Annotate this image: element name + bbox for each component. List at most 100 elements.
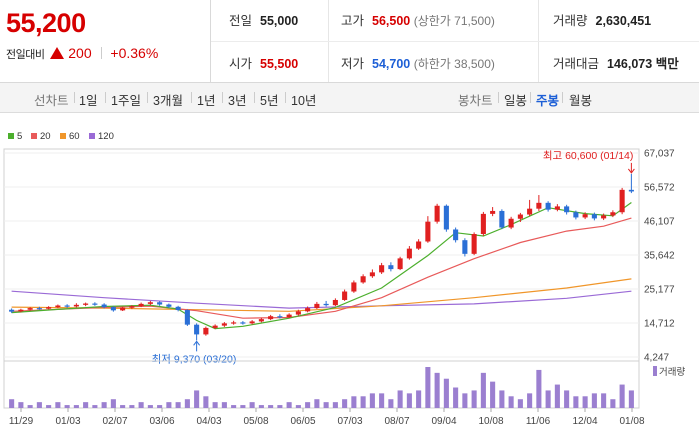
- quote-summary: 55,200 전일대비 200 +0.36% 전일 55,000 고가 56,500…: [0, 0, 699, 83]
- price-y-axis: 67,037 56,572 46,107 35,642 25,177 14,712 4,24…: [644, 149, 675, 364]
- candle-weekly[interactable]: 주봉: [536, 94, 560, 108]
- volume-bar: [147, 405, 153, 408]
- volume-bar: [360, 396, 366, 408]
- volume-bar: [388, 399, 394, 408]
- candle-body: [573, 212, 579, 218]
- legend-swatch-60: [60, 133, 66, 139]
- period-1d[interactable]: 1일: [79, 94, 98, 108]
- candle-daily[interactable]: 일봉: [504, 94, 528, 108]
- candle-body: [416, 241, 422, 249]
- volume-bar: [351, 396, 357, 408]
- candle-body: [27, 308, 33, 310]
- candle-body: [379, 265, 385, 273]
- candle-body: [258, 319, 264, 322]
- volume-label: 거래량: [553, 14, 588, 28]
- y-tick-label: 46,107: [644, 217, 675, 228]
- candle-body: [55, 305, 61, 308]
- candle-body: [342, 291, 348, 300]
- candle-body: [443, 205, 449, 230]
- volume-bar: [490, 381, 496, 408]
- stock-chart: 5 20 60 120 67,037 56,572 46,107 35,642 25,177 1…: [0, 113, 699, 430]
- candle-body: [628, 189, 634, 192]
- volume-bar: [240, 405, 246, 408]
- legend-label-120: 120: [98, 131, 114, 142]
- period-10y[interactable]: 10년: [291, 94, 317, 108]
- divider: [562, 92, 563, 103]
- y-tick-label: 4,247: [644, 353, 669, 364]
- volume-bar: [305, 402, 311, 408]
- chart-toolbar: 선차트 1일 1주일 3개월 1년 3년 5년 10년 봉차트 일봉 주봉 월봉: [0, 83, 699, 113]
- period-1w[interactable]: 1주일: [111, 94, 141, 108]
- up-triangle-icon: [50, 47, 65, 59]
- volume-bar: [46, 405, 52, 408]
- candle-body: [295, 311, 301, 315]
- volume-bar: [175, 402, 181, 408]
- volume-bar: [591, 393, 597, 408]
- volume-bar: [203, 396, 209, 408]
- candles: [9, 173, 634, 341]
- volume-bar: [277, 405, 283, 408]
- candle-body: [564, 206, 570, 213]
- candle-body: [536, 202, 542, 209]
- candle-body: [268, 316, 274, 320]
- divider: [285, 92, 286, 103]
- period-3m[interactable]: 3개월: [153, 94, 183, 108]
- candle-body: [471, 234, 477, 254]
- candle-body: [249, 321, 255, 324]
- volume-bar: [110, 399, 116, 408]
- volume-bar: [508, 396, 514, 408]
- volume-bar: [453, 387, 459, 408]
- candle-body: [9, 309, 15, 312]
- volume-bar: [73, 405, 79, 408]
- volume-bars: [9, 367, 634, 408]
- candle-body: [166, 304, 172, 307]
- volume-bar: [9, 399, 15, 408]
- volume-bar: [406, 393, 412, 408]
- line-chart-label: 선차트: [34, 94, 69, 108]
- x-tick-label: 02/07: [102, 416, 127, 427]
- x-tick-label: 07/03: [337, 416, 362, 427]
- volume-bar: [55, 402, 61, 408]
- max-arrow-head: [627, 168, 635, 174]
- period-3y[interactable]: 3년: [228, 94, 247, 108]
- volume-bar: [101, 402, 107, 408]
- candle-chart-label: 봉차트: [458, 94, 493, 108]
- volume-bar: [194, 390, 200, 408]
- volume-legend: 거래량: [653, 366, 685, 378]
- volume-bar: [83, 402, 89, 408]
- volume-bar: [120, 405, 126, 408]
- period-1y[interactable]: 1년: [197, 94, 216, 108]
- candle-body: [332, 299, 338, 306]
- volume-bar: [92, 405, 98, 408]
- upper-limit: (상한가 71,500): [413, 14, 495, 28]
- candle-body: [92, 303, 98, 305]
- amount-value: 146,073: [607, 57, 653, 71]
- volume-bar: [166, 402, 172, 408]
- volume-bar: [314, 399, 320, 408]
- open-value: 55,500: [260, 57, 299, 71]
- divider: [498, 92, 499, 103]
- x-tick-label: 03/06: [149, 416, 174, 427]
- y-tick-label: 35,642: [644, 251, 675, 262]
- candle-body: [434, 205, 440, 222]
- candle-body: [18, 309, 24, 312]
- prev-close-value: 55,000: [260, 14, 299, 28]
- candle-body: [138, 303, 144, 307]
- x-tick-label: 12/04: [572, 416, 597, 427]
- legend-label-20: 20: [40, 131, 51, 142]
- current-price: 55,200: [6, 8, 86, 38]
- volume-bar: [416, 390, 422, 408]
- y-tick-label: 67,037: [644, 149, 675, 160]
- divider: [74, 92, 75, 103]
- volume-bar: [286, 402, 292, 408]
- volume-bar: [323, 402, 329, 408]
- candle-body: [231, 322, 237, 324]
- period-5y[interactable]: 5년: [260, 94, 279, 108]
- candle-body: [582, 214, 588, 218]
- volume-bar: [184, 399, 190, 408]
- candle-body: [425, 221, 431, 242]
- high-price: 고가 56,500 (상한가 71,500): [341, 10, 495, 29]
- low-value: 54,700: [372, 57, 411, 71]
- candle-body: [120, 307, 126, 311]
- candle-monthly[interactable]: 월봉: [569, 94, 593, 108]
